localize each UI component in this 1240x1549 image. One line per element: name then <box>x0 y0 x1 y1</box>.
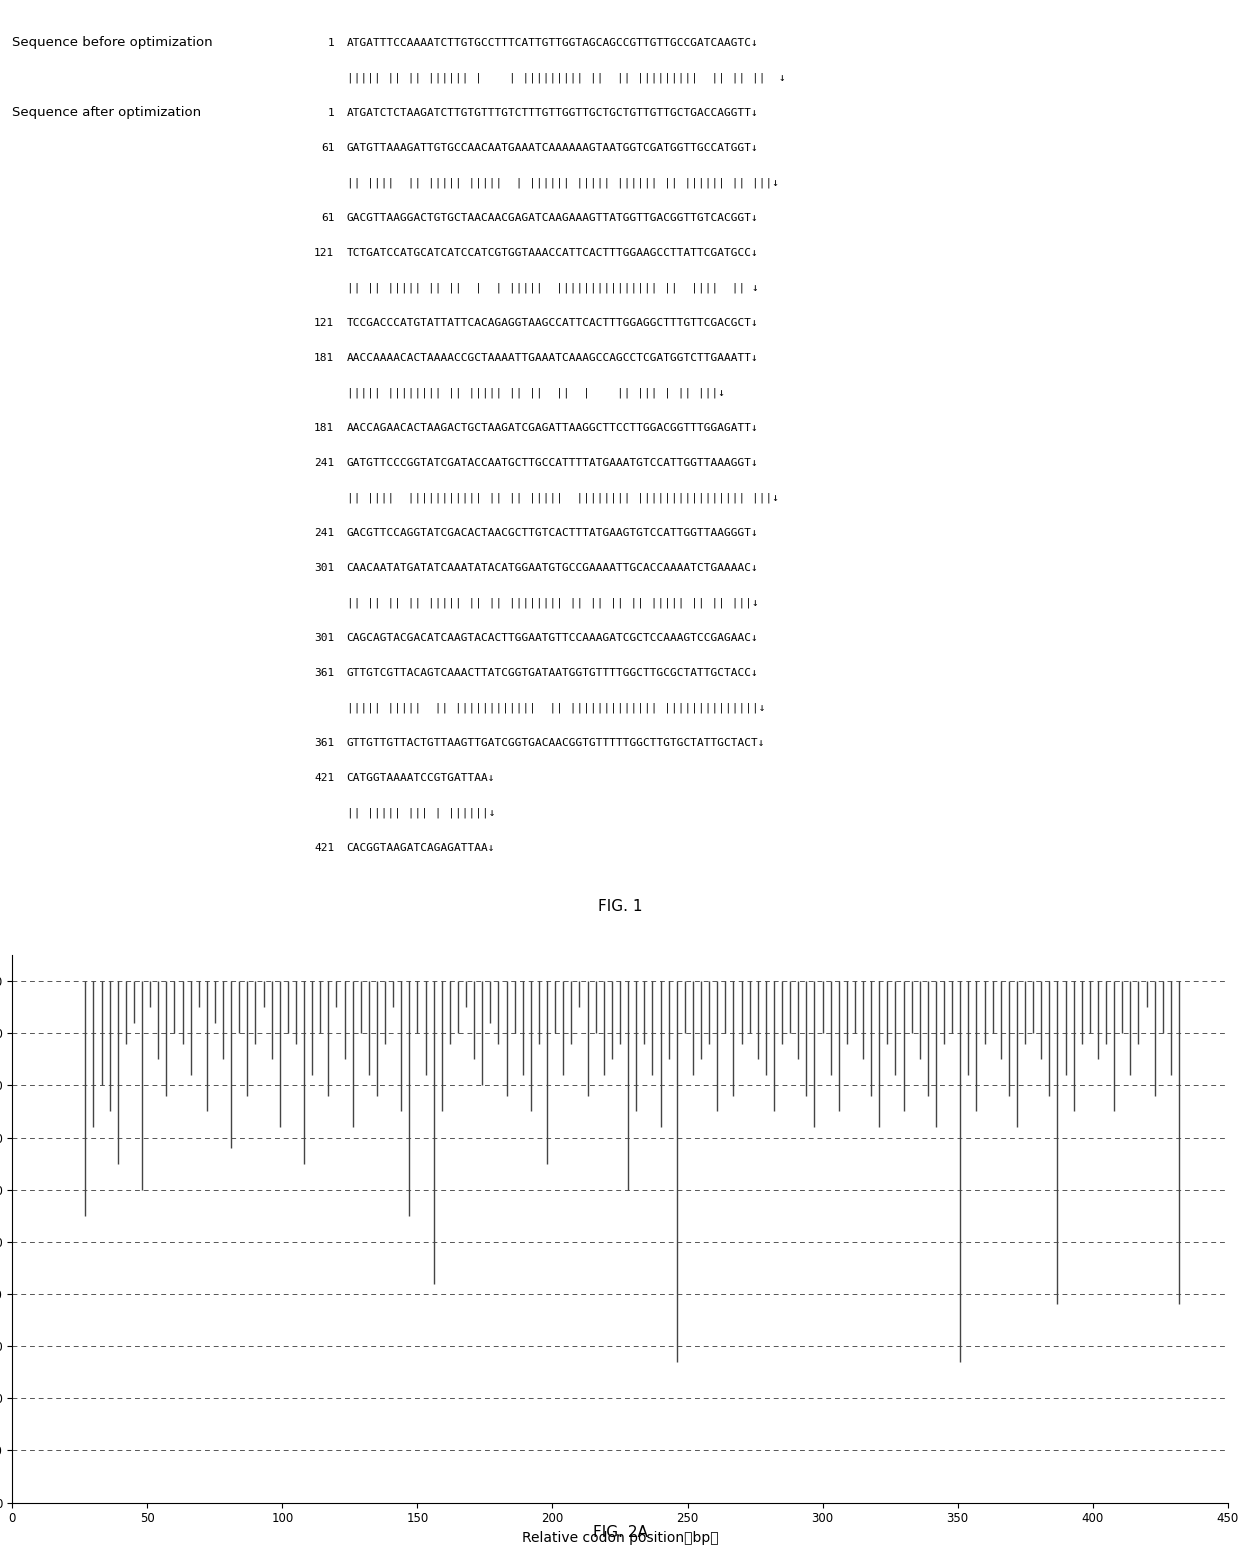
Text: TCTGATCCATGCATCATCCATCGTGGTAAACCATTCACTTTGGAAGCCTTATTCGATGCC↓: TCTGATCCATGCATCATCCATCGTGGTAAACCATTCACTT… <box>346 248 759 257</box>
Text: TCCGACCCATGTATTATTCACAGAGGTAAGCCATTCACTTTGGAGGCTTTGTTCGACGCT↓: TCCGACCCATGTATTATTCACAGAGGTAAGCCATTCACTT… <box>346 318 759 328</box>
Text: FIG. 1: FIG. 1 <box>598 900 642 914</box>
Text: ||||| |||||||| || ||||| || ||  ||  |    || ||| | || |||↓: ||||| |||||||| || ||||| || || || | || ||… <box>346 387 724 398</box>
Text: 301: 301 <box>314 632 335 643</box>
Text: Sequence before optimization: Sequence before optimization <box>12 36 213 50</box>
Text: || ||||| ||| | ||||||↓: || ||||| ||| | ||||||↓ <box>346 807 495 818</box>
Text: 1: 1 <box>327 37 335 48</box>
Text: ATGATTTCCAAAATCTTGTGCCTTTCATTGTTGGTAGCAGCCGTTGTTGCCGATCAAGTC↓: ATGATTTCCAAAATCTTGTGCCTTTCATTGTTGGTAGCAG… <box>346 37 759 48</box>
Text: || || || || ||||| || || |||||||| || || || || ||||| || || |||↓: || || || || ||||| || || |||||||| || || |… <box>346 598 759 607</box>
Text: 421: 421 <box>314 773 335 782</box>
Text: 61: 61 <box>321 143 335 153</box>
Text: FIG. 2A: FIG. 2A <box>593 1524 647 1540</box>
Text: 361: 361 <box>314 668 335 677</box>
Text: CAGCAGTACGACATCAAGTACACTTGGAATGTTCCAAAGATCGCTCCAAAGTCCGAGAAC↓: CAGCAGTACGACATCAAGTACACTTGGAATGTTCCAAAGA… <box>346 632 759 643</box>
Text: || ||||  || ||||| |||||  | |||||| ||||| |||||| || |||||| || |||↓: || |||| || ||||| ||||| | |||||| ||||| ||… <box>346 177 779 187</box>
Text: Sequence after optimization: Sequence after optimization <box>12 105 202 119</box>
Text: 301: 301 <box>314 562 335 573</box>
Text: ||||| || || |||||| |    | ||||||||| ||  || |||||||||  || || ||  ↓: ||||| || || |||||| | | ||||||||| || || |… <box>346 73 785 82</box>
Text: 121: 121 <box>314 318 335 328</box>
Text: AACCAAAACACTAAAACCGCTAAAATTGAAATCAAAGCCAGCCTCGATGGTCTTGAAATT↓: AACCAAAACACTAAAACCGCTAAAATTGAAATCAAAGCCA… <box>346 353 759 362</box>
Text: GACGTTAAGGACTGTGCTAACAACGAGATCAAGAAAGTTATGGTTGACGGTTGTCACGGT↓: GACGTTAAGGACTGTGCTAACAACGAGATCAAGAAAGTTA… <box>346 212 759 223</box>
Text: GACGTTCCAGGTATCGACACTAACGCTTGTCACTTTATGAAGTGTCCATTGGTTAAGGGT↓: GACGTTCCAGGTATCGACACTAACGCTTGTCACTTTATGA… <box>346 528 759 538</box>
Text: 421: 421 <box>314 843 335 852</box>
Text: 121: 121 <box>314 248 335 257</box>
X-axis label: Relative codon position（bp）: Relative codon position（bp） <box>522 1530 718 1544</box>
Text: 241: 241 <box>314 528 335 538</box>
Text: || ||||  ||||||||||| || || |||||  |||||||| |||||||||||||||| |||↓: || |||| ||||||||||| || || ||||| ||||||||… <box>346 493 779 503</box>
Text: CACGGTAAGATCAGAGATTAA↓: CACGGTAAGATCAGAGATTAA↓ <box>346 843 495 852</box>
Text: ||||| |||||  || ||||||||||||  || ||||||||||||| ||||||||||||||↓: ||||| ||||| || |||||||||||| || |||||||||… <box>346 702 765 713</box>
Text: CAACAATATGATATCAAATATACATGGAATGTGCCGAAAATTGCACCAAAATCTGAAAAC↓: CAACAATATGATATCAAATATACATGGAATGTGCCGAAAA… <box>346 562 759 573</box>
Text: 61: 61 <box>321 212 335 223</box>
Text: 181: 181 <box>314 353 335 362</box>
Text: ATGATCTCTAAGATCTTGTGTTTGTCTTTGTTGGTTGCTGCTGTTGTTGCTGACCAGGTT↓: ATGATCTCTAAGATCTTGTGTTTGTCTTTGTTGGTTGCTG… <box>346 107 759 118</box>
Text: GTTGTCGTTACAGTCAAACTTATCGGTGATAATGGTGTTTTGGCTTGCGCTATTGCTACC↓: GTTGTCGTTACAGTCAAACTTATCGGTGATAATGGTGTTT… <box>346 668 759 677</box>
Text: 241: 241 <box>314 457 335 468</box>
Text: 1: 1 <box>327 107 335 118</box>
Text: GATGTTCCCGGTATCGATACCAATGCTTGCCATTTTATGAAATGTCCATTGGTTAAAGGT↓: GATGTTCCCGGTATCGATACCAATGCTTGCCATTTTATGA… <box>346 457 759 468</box>
Text: || || ||||| || ||  |  | |||||  ||||||||||||||| ||  ||||  || ↓: || || ||||| || || | | ||||| ||||||||||||… <box>346 282 759 293</box>
Text: CATGGTAAAATCCGTGATTAA↓: CATGGTAAAATCCGTGATTAA↓ <box>346 773 495 782</box>
Text: GATGTTAAAGATTGTGCCAACAATGAAATCAAAAAAGTAATGGTCGATGGTTGCCATGGT↓: GATGTTAAAGATTGTGCCAACAATGAAATCAAAAAAGTAA… <box>346 143 759 153</box>
Text: 361: 361 <box>314 737 335 748</box>
Text: GTTGTTGTTACTGTTAAGTTGATCGGTGACAACGGTGTTTTTGGCTTGTGCTATTGCTACT↓: GTTGTTGTTACTGTTAAGTTGATCGGTGACAACGGTGTTT… <box>346 737 765 748</box>
Text: AACCAGAACACTAAGACTGCTAAGATCGAGATTAAGGCTTCCTTGGACGGTTTGGAGATT↓: AACCAGAACACTAAGACTGCTAAGATCGAGATTAAGGCTT… <box>346 423 759 432</box>
Text: 181: 181 <box>314 423 335 432</box>
